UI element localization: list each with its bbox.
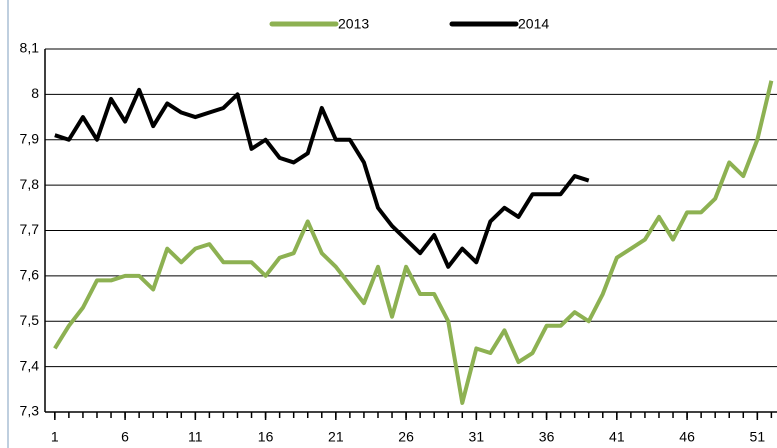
y-tick-label: 8,1 [20, 40, 40, 56]
x-tick-label: 41 [609, 429, 625, 445]
x-tick-label: 21 [328, 429, 344, 445]
x-tick-label: 46 [679, 429, 695, 445]
y-tick-label: 7,9 [20, 130, 40, 146]
x-tick-label: 11 [188, 429, 203, 445]
series-line [54, 87, 590, 269]
y-tick-label: 7,4 [20, 357, 40, 373]
y-tick-label: 7,5 [20, 312, 40, 328]
x-tick-label: 1 [51, 429, 59, 445]
x-tick-label: 6 [121, 429, 129, 445]
x-tick-label: 51 [750, 429, 766, 445]
y-tick-label: 7,3 [20, 403, 40, 419]
y-tick-label: 7,8 [20, 176, 40, 192]
legend-label: 2013 [338, 16, 369, 32]
y-tick-label: 8 [31, 85, 39, 101]
series-line [53, 80, 774, 405]
legend-label: 2014 [518, 16, 549, 32]
x-tick-label: 26 [398, 429, 414, 445]
y-tick-label: 7,6 [20, 267, 40, 283]
x-tick-label: 31 [469, 429, 485, 445]
y-tick-label: 7,7 [20, 221, 40, 237]
x-tick-label: 16 [258, 429, 274, 445]
x-tick-label: 36 [539, 429, 555, 445]
